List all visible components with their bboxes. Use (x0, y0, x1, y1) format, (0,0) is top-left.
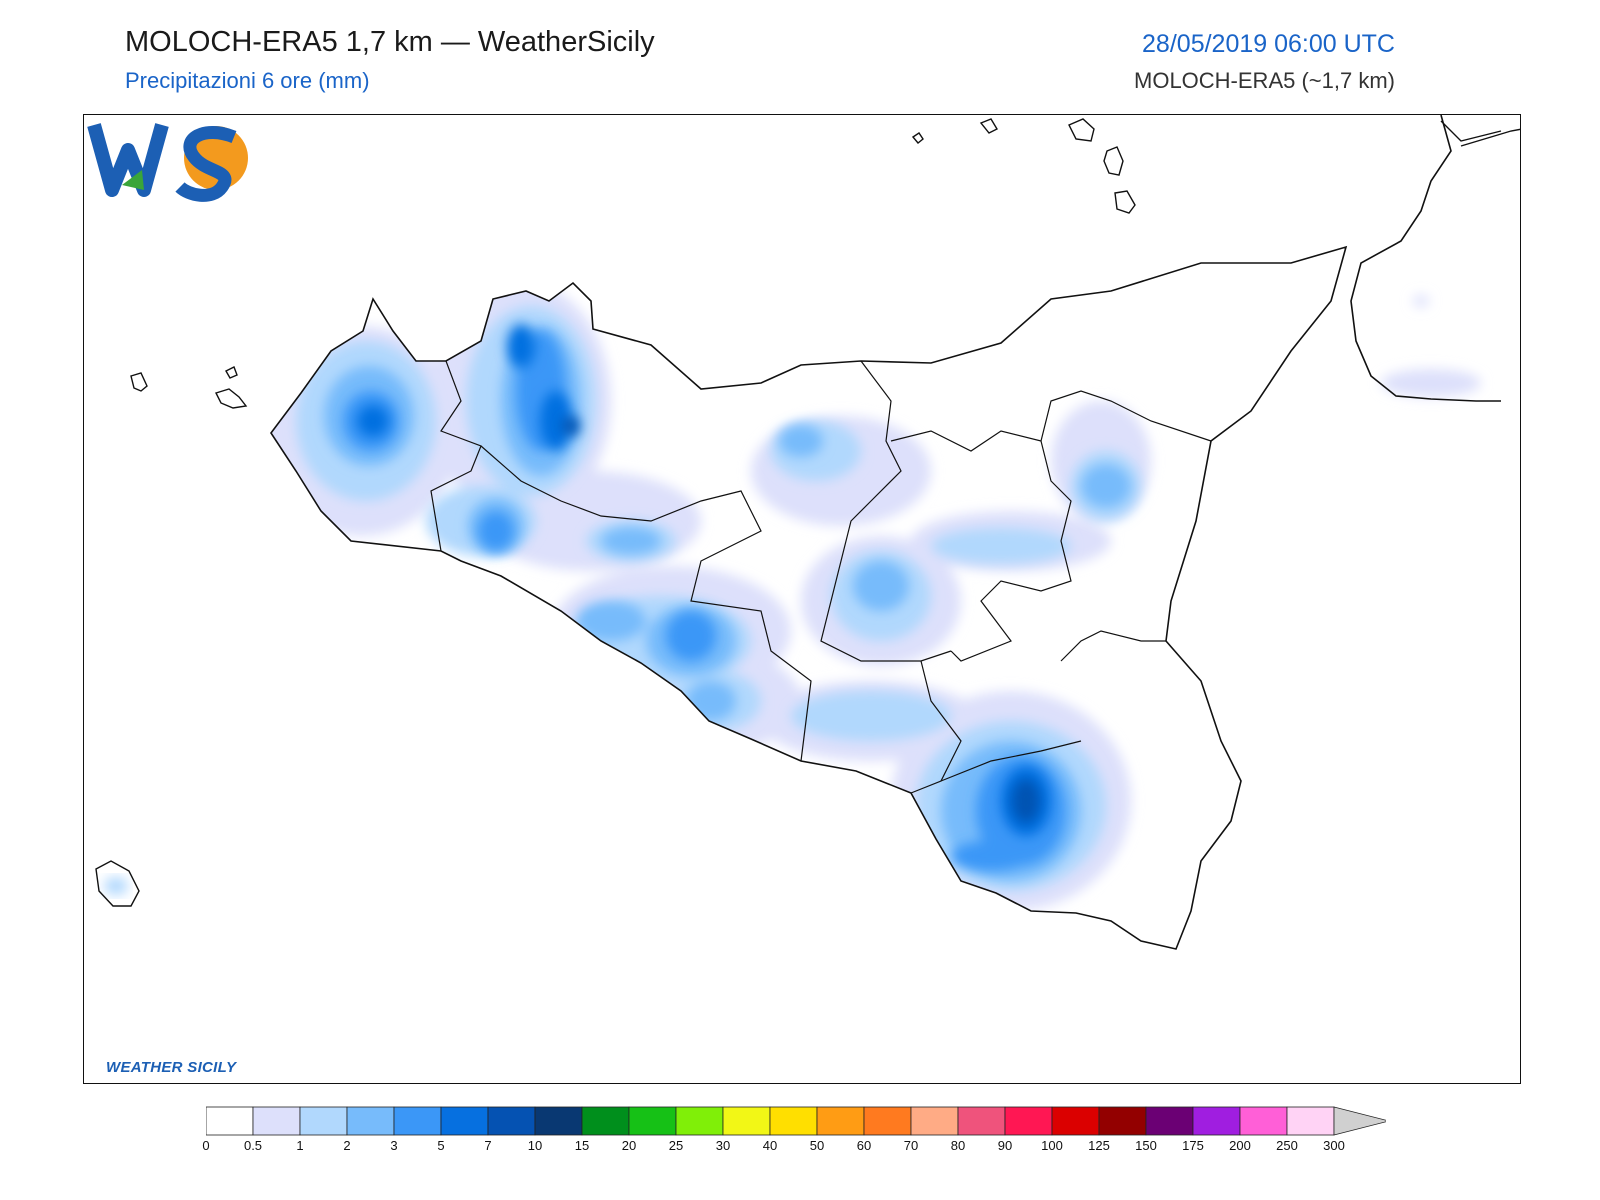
weather-sicily-logo (87, 123, 248, 202)
colorbar-tick-label: 250 (1276, 1138, 1298, 1153)
colorbar-box (346, 1106, 395, 1136)
colorbar-box (206, 1106, 254, 1136)
map-panel: WEATHER SICILY (83, 114, 1521, 1084)
colorbar-tick-label: 2 (343, 1138, 351, 1153)
sicily-coastline (270, 245, 1348, 950)
colorbar-box (675, 1106, 724, 1136)
ustica-island (911, 132, 924, 144)
colorbar-tick-label: 175 (1182, 1138, 1204, 1153)
precipitation-field (271, 281, 1151, 911)
colorbar-tick-label: 150 (1135, 1138, 1157, 1153)
colorbar-box (769, 1106, 818, 1136)
colorbar-tick-label: 15 (574, 1138, 590, 1153)
model-resolution: MOLOCH-ERA5 (~1,7 km) (1134, 68, 1395, 93)
colorbar-tick-label: 7 (484, 1138, 492, 1153)
colorbar-box (1051, 1106, 1100, 1136)
colorbar-box (1286, 1106, 1335, 1136)
colorbar-tick-label: 0 (202, 1138, 210, 1153)
colorbar-box (581, 1106, 630, 1136)
colorbar-tick-label: 10 (527, 1138, 543, 1153)
calabria-coastline (1350, 115, 1501, 402)
forecast-datetime: 28/05/2019 06:00 UTC (1142, 30, 1395, 58)
colorbar-box (1145, 1106, 1194, 1136)
calabria-coast-north (1460, 128, 1520, 147)
stromboli-area (1440, 120, 1502, 142)
colorbar-tick-label: 1 (296, 1138, 304, 1153)
colorbar-labels: 0 0.5 1 2 3 5 7 10 15 20 25 30 40 50 60 70 80 90 100 125 150… (202, 1138, 1386, 1156)
colorbar-box (299, 1106, 348, 1136)
colorbar-tick-label: 80 (950, 1138, 966, 1153)
colorbar-tick-label: 20 (621, 1138, 637, 1153)
levanzo-island (225, 366, 238, 379)
colorbar-tick-label: 40 (762, 1138, 778, 1153)
colorbar-tick-label: 70 (903, 1138, 919, 1153)
favignana-island (215, 388, 248, 409)
vulcano-island (1114, 190, 1136, 214)
colorbar-box (910, 1106, 959, 1136)
calabria-precipitation (1381, 295, 1481, 397)
colorbar-tick-label: 200 (1229, 1138, 1251, 1153)
colorbar-tick-label: 90 (997, 1138, 1013, 1153)
colorbar-box (393, 1106, 442, 1136)
colorbar (206, 1106, 1386, 1136)
precipitation-map (95, 115, 1520, 950)
logo-text: WEATHER SICILY (106, 1059, 237, 1076)
colorbar-tick-label: 25 (668, 1138, 684, 1153)
map-title: MOLOCH-ERA5 1,7 km — WeatherSicily (125, 26, 655, 58)
colorbar-box (722, 1106, 771, 1136)
map-subtitle: Precipitazioni 6 ore (mm) (125, 68, 370, 93)
colorbar-box (1004, 1106, 1053, 1136)
colorbar-box (487, 1106, 536, 1136)
colorbar-tick-label: 60 (856, 1138, 872, 1153)
colorbar-box (1239, 1106, 1288, 1136)
colorbar-tick-label: 30 (715, 1138, 731, 1153)
pantelleria-island (95, 860, 140, 907)
colorbar-tick-label: 100 (1041, 1138, 1063, 1153)
colorbar-box (440, 1106, 489, 1136)
colorbar-tick-label: 3 (390, 1138, 398, 1153)
colorbar-tick-label: 50 (809, 1138, 825, 1153)
colorbar-tick-label: 125 (1088, 1138, 1110, 1153)
marettimo-island (130, 372, 148, 392)
colorbar-tick-label: 5 (437, 1138, 445, 1153)
salina-island (1068, 118, 1095, 142)
colorbar-box (863, 1106, 912, 1136)
pantelleria-precipitation (104, 877, 128, 895)
colorbar-box (628, 1106, 677, 1136)
colorbar-tick-label: 0.5 (243, 1138, 263, 1153)
lipari-island (1103, 146, 1124, 176)
alicudi-island (979, 118, 998, 134)
colorbar-box (534, 1106, 583, 1136)
colorbar-box (1192, 1106, 1241, 1136)
province-borders (430, 360, 1212, 794)
colorbar-box (816, 1106, 865, 1136)
colorbar-extension (1333, 1106, 1386, 1136)
colorbar-tick-label: 300 (1323, 1138, 1345, 1153)
colorbar-box (252, 1106, 301, 1136)
islands (95, 118, 1502, 907)
colorbar-box (957, 1106, 1006, 1136)
colorbar-box (1098, 1106, 1147, 1136)
